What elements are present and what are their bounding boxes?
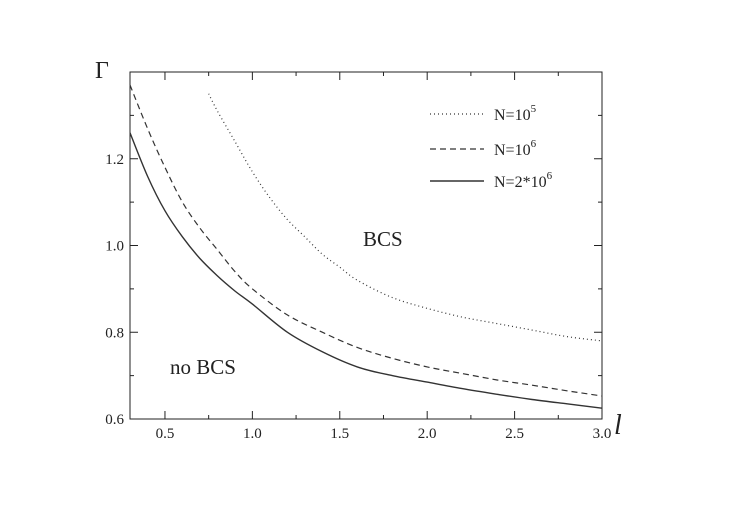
- series-line-solid: [129, 132, 603, 409]
- legend-label-2-base: N=10: [494, 142, 531, 159]
- y-axis-title: Γ: [95, 58, 109, 84]
- series-line-dashed: [129, 84, 603, 397]
- legend-label-1-base: N=10: [494, 107, 531, 124]
- region-label-no-bcs: no BCS: [170, 355, 236, 379]
- legend-label-1: N=105: [494, 103, 537, 124]
- series-lines: [129, 84, 603, 409]
- x-tick-label: 2.0: [418, 426, 437, 442]
- y-tick-labels: 0.6 0.8 1.0 1.2: [105, 152, 124, 428]
- y-tick-label: 0.8: [105, 325, 124, 341]
- x-tick-label: 2.5: [505, 426, 524, 442]
- y-tick-label: 1.2: [105, 152, 124, 168]
- x-tick-labels: 0.5 1.0 1.5 2.0 2.5 3.0: [156, 426, 612, 442]
- legend-label-3-base: N=2*10: [494, 174, 547, 191]
- legend-label-1-exp: 5: [531, 103, 537, 115]
- legend-label-3-exp: 6: [547, 170, 553, 182]
- region-label-bcs: BCS: [363, 227, 403, 251]
- x-tick-label: 1.5: [330, 426, 349, 442]
- x-tick-label: 0.5: [156, 426, 175, 442]
- x-axis-title: l: [614, 410, 622, 441]
- y-tick-label: 1.0: [105, 239, 124, 255]
- legend-label-2-exp: 6: [531, 138, 537, 150]
- legend: N=105 N=106 N=2*106: [430, 103, 553, 191]
- legend-label-3: N=2*106: [494, 170, 553, 191]
- legend-label-2: N=106: [494, 138, 537, 159]
- x-tick-label: 1.0: [243, 426, 262, 442]
- axis-ticks: [130, 72, 603, 420]
- y-tick-label: 0.6: [105, 412, 124, 428]
- x-tick-label: 3.0: [593, 426, 612, 442]
- series-line-dotted: [208, 93, 603, 342]
